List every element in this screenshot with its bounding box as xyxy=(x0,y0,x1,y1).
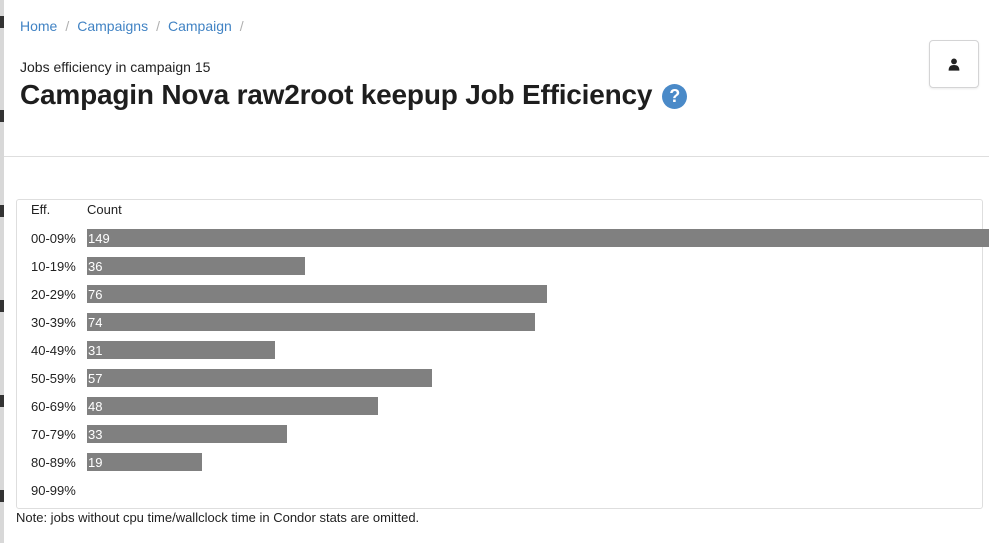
header-divider xyxy=(4,156,989,157)
count-value-label: 31 xyxy=(88,343,103,358)
help-glyph: ? xyxy=(669,85,681,106)
efficiency-range-label: 30-39% xyxy=(31,315,76,330)
footnote: Note: jobs without cpu time/wallclock ti… xyxy=(16,510,420,525)
efficiency-range-label: 40-49% xyxy=(31,343,76,358)
efficiency-range-label: 70-79% xyxy=(31,427,76,442)
count-value-label: 149 xyxy=(88,231,110,246)
breadcrumb-separator: / xyxy=(156,18,160,34)
efficiency-range-label: 50-59% xyxy=(31,371,76,386)
efficiency-range-label: 90-99% xyxy=(31,483,76,498)
count-bar xyxy=(87,341,275,359)
breadcrumb: Home / Campaigns / Campaign / xyxy=(20,18,252,34)
breadcrumb-campaigns-link[interactable]: Campaigns xyxy=(77,18,149,34)
page-subtitle: Jobs efficiency in campaign 15 xyxy=(20,59,211,75)
efficiency-range-label: 10-19% xyxy=(31,259,76,274)
count-bar xyxy=(87,369,432,387)
count-value-label: 57 xyxy=(88,371,103,386)
count-bar xyxy=(87,257,305,275)
count-value-label: 76 xyxy=(88,287,103,302)
count-bar xyxy=(87,313,535,331)
breadcrumb-separator: / xyxy=(239,18,244,34)
count-bar xyxy=(87,285,547,303)
breadcrumb-campaign-link[interactable]: Campaign xyxy=(167,18,232,34)
efficiency-range-label: 80-89% xyxy=(31,455,76,470)
efficiency-range-label: 20-29% xyxy=(31,287,76,302)
page-title: Campagin Nova raw2root keepup Job Effici… xyxy=(20,79,653,110)
count-bar xyxy=(87,453,202,471)
column-header-eff: Eff. xyxy=(31,202,51,217)
count-bar xyxy=(87,229,989,247)
efficiency-range-label: 60-69% xyxy=(31,399,76,414)
efficiency-table: Eff. Count 00-09% 149 10-19% 36 20-29% 76 30-3… xyxy=(16,199,989,509)
count-bar xyxy=(87,397,378,415)
title-row: Campagin Nova raw2root keepup Job Effici… xyxy=(20,76,688,114)
user-menu-button[interactable] xyxy=(929,40,979,88)
count-value-label: 36 xyxy=(88,259,103,274)
count-value-label: 33 xyxy=(88,427,103,442)
count-value-label: 48 xyxy=(88,399,103,414)
column-header-count: Count xyxy=(87,202,122,217)
breadcrumb-separator: / xyxy=(65,18,70,34)
user-icon xyxy=(948,58,960,71)
window-left-edge xyxy=(0,0,4,543)
efficiency-range-label: 00-09% xyxy=(31,231,76,246)
count-value-label: 74 xyxy=(88,315,103,330)
question-circle-icon[interactable]: ? xyxy=(662,83,688,109)
count-bar xyxy=(87,425,287,443)
count-value-label: 19 xyxy=(88,455,103,470)
breadcrumb-home-link[interactable]: Home xyxy=(20,18,58,34)
